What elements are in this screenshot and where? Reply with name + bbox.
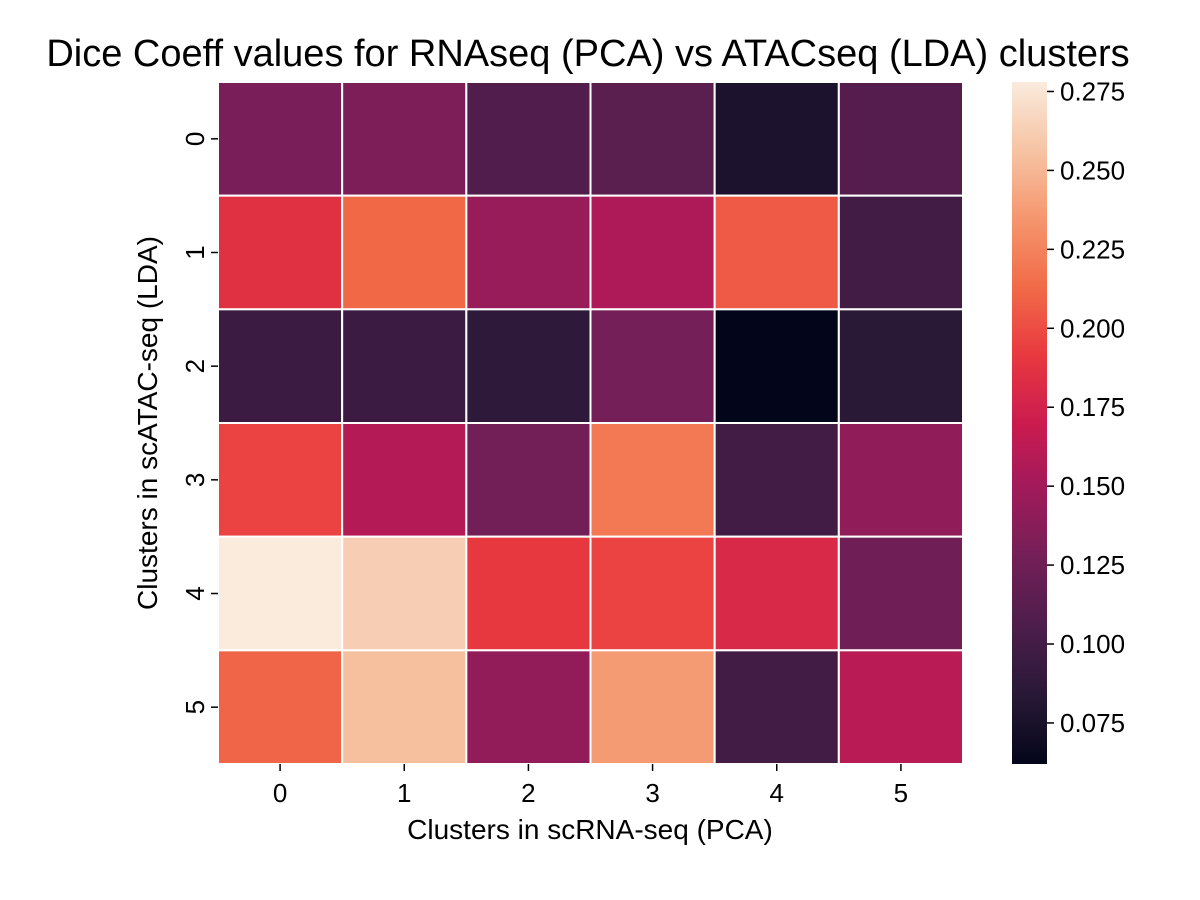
heatmap-cell [217, 649, 344, 765]
heatmap-cell [465, 308, 592, 425]
x-tick-label: 3 [645, 778, 659, 808]
heatmap-cell [217, 535, 344, 652]
colorbar-tick-label: 0.175 [1060, 392, 1125, 422]
y-tick-label: 5 [180, 700, 210, 714]
heatmap-cell [837, 194, 964, 311]
heatmap-cell [589, 81, 716, 197]
heatmap-cell [465, 535, 592, 652]
heatmap-cell [465, 422, 592, 538]
heatmap-cell [341, 194, 468, 311]
heatmap-cell [713, 649, 840, 765]
y-axis-ticks: 0 1 2 3 4 5 [180, 132, 218, 714]
heatmap-cell [217, 308, 344, 425]
colorbar-tick-label: 0.250 [1060, 155, 1125, 185]
colorbar-tick-label: 0.275 [1060, 76, 1125, 106]
heatmap-cell [341, 422, 468, 538]
heatmap-cell [589, 308, 716, 425]
heatmap-cell [341, 308, 468, 425]
x-tick-label: 2 [521, 778, 535, 808]
heatmap-cell [465, 649, 592, 765]
y-tick-label: 3 [180, 473, 210, 487]
heatmap-cell [713, 308, 840, 425]
y-axis-label: Clusters in scATAC-seq (LDA) [132, 236, 163, 610]
heatmap-cell [465, 81, 592, 197]
heatmap-cell [713, 81, 840, 197]
colorbar-tick-label: 0.225 [1060, 234, 1125, 264]
colorbar-tick-label: 0.100 [1060, 629, 1125, 659]
heatmap-cell [217, 194, 344, 311]
heatmap-cell [837, 81, 964, 197]
heatmap-cell [837, 535, 964, 652]
heatmap-cells [217, 81, 964, 765]
colorbar-tick-label: 0.125 [1060, 550, 1125, 580]
x-tick-label: 0 [273, 778, 287, 808]
x-axis-label: Clusters in scRNA-seq (PCA) [407, 814, 773, 845]
heatmap-cell [713, 535, 840, 652]
heatmap-cell [465, 194, 592, 311]
colorbar-ticks: 0.075 0.100 0.125 0.150 0.175 0.200 0.225 0.250… [1047, 76, 1125, 738]
heatmap-cell [589, 535, 716, 652]
heatmap-cell [589, 422, 716, 538]
heatmap-cell [713, 194, 840, 311]
chart-title: Dice Coeff values for RNAseq (PCA) vs AT… [46, 33, 1129, 75]
colorbar [1012, 82, 1047, 764]
y-tick-label: 2 [180, 359, 210, 373]
y-tick-label: 4 [180, 586, 210, 600]
heatmap-cell [341, 81, 468, 197]
colorbar-tick-label: 0.075 [1060, 708, 1125, 738]
heatmap-cell [217, 422, 344, 538]
heatmap-cell [837, 649, 964, 765]
x-tick-label: 1 [397, 778, 411, 808]
heatmap-cell [217, 81, 344, 197]
x-axis-ticks: 0 1 2 3 4 5 [273, 764, 908, 808]
colorbar-tick-label: 0.150 [1060, 471, 1125, 501]
y-tick-label: 1 [180, 245, 210, 259]
x-tick-label: 4 [770, 778, 784, 808]
x-tick-label: 5 [894, 778, 908, 808]
heatmap-cell [837, 422, 964, 538]
y-tick-label: 0 [180, 132, 210, 146]
heatmap-cell [589, 194, 716, 311]
colorbar-tick-label: 0.200 [1060, 313, 1125, 343]
heatmap-cell [713, 422, 840, 538]
heatmap-cell [341, 649, 468, 765]
heatmap-cell [589, 649, 716, 765]
heatmap-cell [341, 535, 468, 652]
heatmap-cell [837, 308, 964, 425]
